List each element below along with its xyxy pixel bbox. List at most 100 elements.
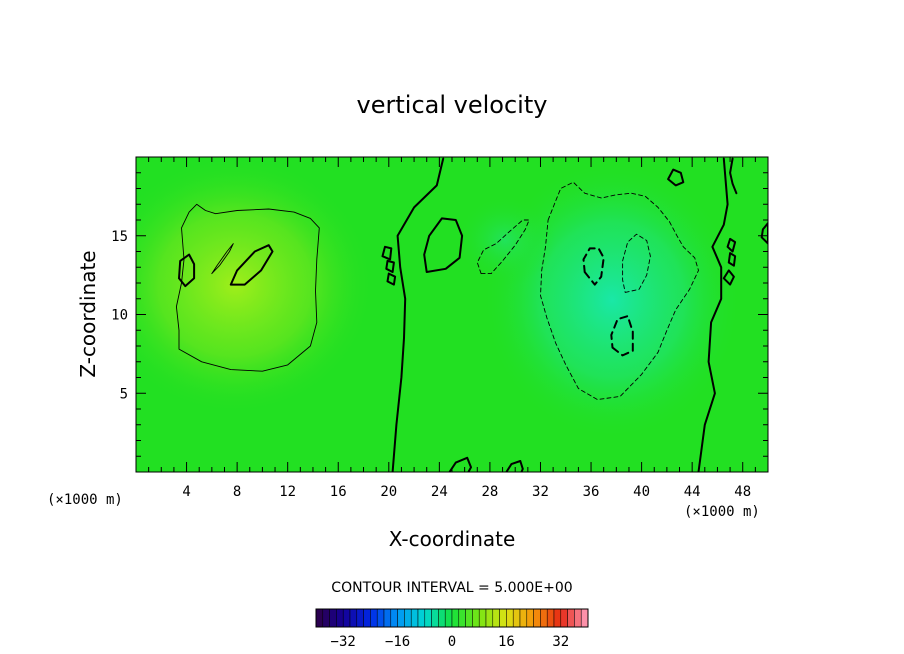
colorbar-cell <box>431 608 439 628</box>
contour-line-2 <box>175 203 320 372</box>
colorbar-tick-label: 32 <box>552 634 569 650</box>
colorbar-cell <box>342 608 351 628</box>
contour-line-21 <box>582 247 605 286</box>
y-tick-label: 10 <box>111 308 128 324</box>
x-tick-label: 24 <box>431 484 448 500</box>
colorbar-cell <box>526 608 534 628</box>
colorbar-cell <box>438 608 446 628</box>
colorbar-cell <box>574 608 582 628</box>
colorbar-tick-label: −16 <box>385 634 410 650</box>
colorbar-cell <box>390 608 398 628</box>
colorbar-cell <box>376 608 385 628</box>
contour-line-12 <box>667 168 685 187</box>
colorbar-cell <box>315 608 324 628</box>
x-tick-label: 16 <box>330 484 347 500</box>
contour-line-20 <box>622 233 651 293</box>
contour-line-19 <box>476 219 530 275</box>
contour-line-6 <box>423 217 464 273</box>
colorbar-cell <box>356 608 364 628</box>
x-tick-label: 8 <box>233 484 241 500</box>
contour-line-22 <box>610 315 634 357</box>
colorbar-cell <box>329 608 337 628</box>
contour-line-9 <box>386 272 397 286</box>
x-tick-label: 40 <box>633 484 650 500</box>
contour-line-18 <box>540 181 699 401</box>
contour-lines <box>175 157 768 472</box>
contour-line-5 <box>211 243 234 275</box>
x-axis-label: X-coordinate <box>389 527 516 551</box>
colorbar-cell <box>546 608 555 628</box>
colorbar-cell <box>560 608 568 628</box>
colorbar-cell <box>472 608 480 628</box>
axis-ticks <box>136 157 768 472</box>
y-tick-label: 5 <box>120 386 128 402</box>
colorbar-cell <box>336 608 344 628</box>
colorbar <box>315 608 589 628</box>
colorbar-cell <box>478 608 487 628</box>
contour-line-3 <box>229 244 274 286</box>
chart-title: vertical velocity <box>357 91 548 119</box>
updraft-shading <box>136 157 375 415</box>
colorbar-cell <box>485 608 494 628</box>
contour-line-10 <box>448 456 472 472</box>
colorbar-cell <box>540 608 548 628</box>
y-tick-label: 15 <box>111 229 128 245</box>
colorbar-cell <box>370 608 378 628</box>
colorbar-cell <box>553 608 562 628</box>
colorbar-cell <box>512 608 521 628</box>
contour-line-15 <box>722 269 735 286</box>
colorbar-cell <box>506 608 514 628</box>
colorbar-cell <box>383 608 392 628</box>
x-tick-label: 44 <box>684 484 701 500</box>
colorbar-cell <box>322 608 330 628</box>
contour-line-7 <box>381 245 393 261</box>
colorbar-tick-labels: −32 −16 0 16 32 <box>331 634 570 650</box>
x-unit-left: (×1000 m) <box>47 492 123 508</box>
colorbar-cell <box>458 608 466 628</box>
colorbar-cell <box>424 608 432 628</box>
x-tick-label: 32 <box>532 484 549 500</box>
x-tick-label: 20 <box>380 484 397 500</box>
colorbar-frame <box>315 608 589 628</box>
contour-line-1 <box>697 157 729 472</box>
colorbar-tick-label: 0 <box>448 634 456 650</box>
contour-line-8 <box>385 259 395 273</box>
colorbar-cell <box>519 608 528 628</box>
colorbar-tick-label: 16 <box>498 634 515 650</box>
minor-downdraft-shading <box>455 195 555 285</box>
contour-line-17 <box>729 157 738 195</box>
colorbar-cell <box>363 608 371 628</box>
colorbar-cell <box>397 608 405 628</box>
colorbar-tick-label: −32 <box>331 634 356 650</box>
contour-line-13 <box>726 237 737 253</box>
colorbar-cell <box>404 608 412 628</box>
colorbar-cell <box>580 608 589 628</box>
x-tick-label: 36 <box>583 484 600 500</box>
colorbar-cell <box>349 608 358 628</box>
contour-line-16 <box>760 222 768 245</box>
x-unit-right: (×1000 m) <box>684 504 760 520</box>
contour-interval-label: CONTOUR INTERVAL = 5.000E+00 <box>331 580 572 596</box>
contour-line-14 <box>727 252 737 267</box>
colorbar-cell <box>567 608 575 628</box>
contour-line-4 <box>178 253 196 288</box>
x-tick-label: 4 <box>182 484 190 500</box>
plot-area <box>136 157 768 472</box>
x-tick-labels: 4 8 12 16 20 24 28 32 36 40 44 48 <box>182 484 751 500</box>
contour-line-0 <box>391 157 445 472</box>
colorbar-cell <box>533 608 541 628</box>
contour-line-11 <box>505 460 524 472</box>
colorbar-cell <box>444 608 453 628</box>
colorbar-cell <box>451 608 460 628</box>
colorbar-cell <box>492 608 500 628</box>
y-tick-labels: 5 10 15 <box>111 229 128 403</box>
y-axis-label: Z-coordinate <box>76 250 100 377</box>
colorbar-cell <box>465 608 473 628</box>
x-tick-label: 48 <box>734 484 751 500</box>
colorbar-cell <box>410 608 419 628</box>
colorbar-cell <box>417 608 426 628</box>
x-tick-label: 28 <box>481 484 498 500</box>
colorbar-cell <box>499 608 507 628</box>
x-tick-label: 12 <box>279 484 296 500</box>
